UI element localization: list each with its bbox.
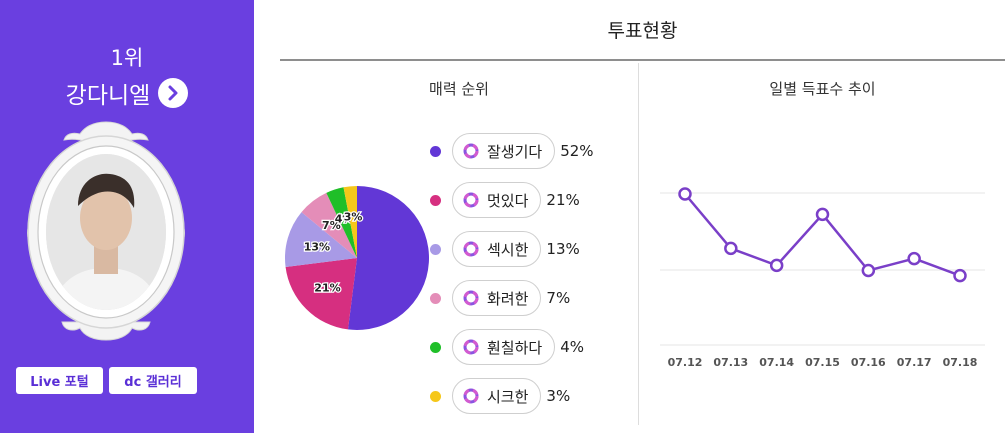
section-divider [638,63,639,425]
legend-item: 섹시한 13% [430,231,580,267]
x-tick-label: 07.13 [713,356,748,369]
x-tick-label: 07.14 [759,356,794,369]
artist-photo [46,154,166,310]
vote-percent: 3% [546,387,571,405]
legend-color-dot [430,243,441,255]
mirror-frame [22,120,190,342]
vote-percent: 7% [546,289,571,307]
vote-option-button[interactable]: 시크한 [452,378,542,414]
vote-option-button[interactable]: 잘생기다 [452,133,556,169]
chevron-right-circle-icon[interactable] [158,78,189,108]
legend-color-dot [430,145,441,157]
pie-slice-2 [285,258,357,330]
data-point [861,263,876,278]
vote-percent: 52% [560,142,594,160]
vote-option-label: 섹시한 [487,240,529,259]
legend-color-dot [430,341,441,353]
page-title: 투표현황 [607,20,678,42]
x-tick-label: 07.17 [897,356,932,369]
legend-item: 잘생기다 52% [430,133,594,169]
data-point [724,241,738,256]
legend-color-dot [430,292,441,304]
legend-item: 훤칠하다 4% [430,329,584,365]
ring-icon [463,241,479,257]
ring-icon [463,192,479,208]
x-tick-label: 07.16 [851,356,886,369]
vote-percent: 21% [546,191,580,209]
daily-trend-title: 일별 득표수 추이 [769,80,876,98]
ring-icon [463,388,479,404]
vote-option-label: 시크한 [487,387,529,406]
x-tick-label: 07.18 [943,356,978,369]
data-point [769,258,784,273]
rank-label: 1위 [110,46,144,70]
vote-option-label: 화려한 [487,289,529,308]
legend-color-dot [430,390,441,402]
data-point [953,268,967,283]
legend-color-dot [430,194,441,206]
artist-profile-panel: 1위 강다니엘 [0,0,254,433]
pie-slice-label: 3% [344,210,363,223]
vote-option-button[interactable]: 섹시한 [452,231,542,267]
legend-item: 멋있다 21% [430,182,580,218]
ring-icon [463,143,479,159]
pie-slice-label: 13% [304,240,330,253]
vote-option-button[interactable]: 화려한 [452,280,542,316]
charm-ranking-title: 매력 순위 [429,80,489,98]
pie-slice-label: 7% [322,219,341,232]
data-point [815,207,830,222]
live-portal-button[interactable]: Live 포털 [16,367,103,394]
data-point [907,251,921,266]
vote-option-button[interactable]: 멋있다 [452,182,542,218]
pie-slice-3 [285,212,357,268]
header-divider [280,59,1005,61]
vote-option-label: 멋있다 [487,191,529,210]
daily-vote-line-chart: 07.12 07.13 07.14 07.15 07.16 07.17 07.18 [660,187,985,369]
artist-name-row[interactable]: 강다니엘 [0,76,254,110]
data-point [678,187,692,201]
legend-item: 시크한 3% [430,378,570,414]
vote-percent: 13% [546,240,580,258]
legend-item: 화려한 7% [430,280,570,316]
vote-percent: 4% [560,338,584,356]
x-tick-label: 07.15 [805,356,840,369]
dc-gallery-button[interactable]: dc 갤러리 [109,367,197,394]
vote-option-label: 잘생기다 [487,142,543,161]
pie-slice-4 [301,192,357,258]
pie-slice-label: 21% [314,282,340,295]
ring-icon [463,290,479,306]
ring-icon [463,339,479,355]
vote-option-button[interactable]: 훤칠하다 [452,329,556,365]
pie-slice-6 [343,186,357,258]
artist-name: 강다니엘 [65,83,151,109]
pie-slice-5 [326,187,357,258]
charm-pie-chart: 21%13%7%4%3% [285,186,429,330]
x-tick-label: 07.12 [668,356,703,369]
vote-option-label: 훤칠하다 [487,338,543,357]
pie-slice-1 [347,186,429,330]
